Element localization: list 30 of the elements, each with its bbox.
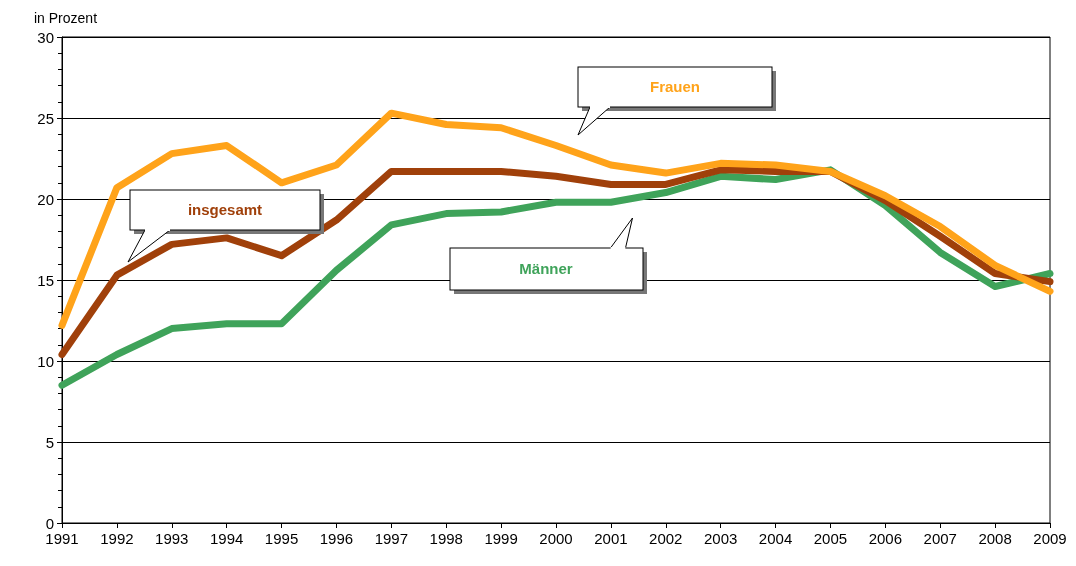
x-tick-label: 2007 (923, 530, 957, 547)
x-tick-label: 2003 (703, 530, 738, 547)
y-tick-label: 0 (45, 514, 54, 532)
series-label: insgesamt (187, 201, 263, 218)
text: Männer (519, 260, 573, 277)
text: Frauen (649, 78, 700, 95)
x-tick-label: 1994 (209, 530, 244, 547)
x-tick-label: 2000 (539, 530, 573, 547)
x-tick-label: 2009 (1033, 530, 1067, 547)
y-tick-label: 5 (45, 433, 54, 451)
x-tick-label: 2008 (978, 530, 1012, 547)
x-tick-label: 1993 (155, 530, 189, 547)
x-tick-label: 2004 (758, 530, 793, 547)
x-tick-label: 2006 (868, 530, 903, 547)
x-tick-label: 1997 (374, 530, 409, 547)
x-tick-label: 2001 (594, 530, 628, 547)
x-tick-label: 1996 (319, 530, 354, 547)
y-tick-label: 30 (37, 28, 54, 46)
x-tick-label: 1991 (45, 530, 79, 547)
x-tick-label: 1998 (429, 530, 463, 547)
y-tick-label: 20 (37, 190, 54, 208)
y-tick-label: 10 (37, 352, 54, 370)
y-axis-title: in Prozent (34, 10, 98, 26)
x-tick-label: 1999 (484, 530, 518, 547)
x-tick-label: 2002 (649, 530, 683, 547)
y-tick-label: 25 (37, 109, 54, 127)
x-tick-label: 1992 (100, 530, 134, 547)
y-tick-label: 15 (37, 271, 54, 289)
x-tick-label: 1995 (264, 530, 299, 547)
x-tick-label: 2005 (813, 530, 848, 547)
